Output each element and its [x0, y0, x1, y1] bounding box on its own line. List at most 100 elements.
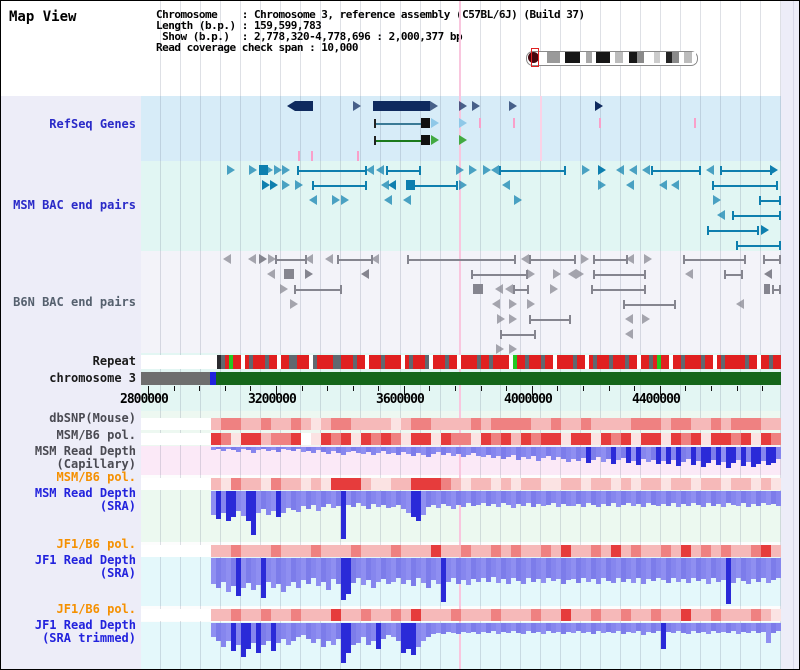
msm-bac-pair-line[interactable]	[732, 211, 781, 220]
b6n-bac-arrow[interactable]	[267, 269, 275, 279]
msm-bac-arrow[interactable]	[227, 165, 235, 175]
b6n-bac-pair-line[interactable]	[591, 285, 646, 294]
b6n-bac-arrow[interactable]	[497, 314, 505, 324]
msm-bac-pair-line[interactable]	[712, 181, 778, 190]
gene-box[interactable]	[373, 101, 430, 111]
gene-arrow[interactable]	[459, 101, 467, 111]
b6n-bac-arrow[interactable]	[223, 254, 231, 264]
msm-bac-pair-line[interactable]	[312, 181, 367, 190]
msm-bac-arrow[interactable]	[598, 165, 606, 175]
b6n-bac-arrow[interactable]	[509, 314, 517, 324]
gene-strand-arrow[interactable]	[431, 118, 439, 128]
msm-bac-arrow[interactable]	[309, 195, 317, 205]
msm-bac-arrow[interactable]	[598, 180, 606, 190]
b6n-bac-pair-line[interactable]	[500, 330, 536, 339]
gene-arrow[interactable]	[353, 101, 361, 111]
b6n-bac-pair-line[interactable]	[763, 255, 781, 264]
msm-bac-arrow[interactable]	[332, 195, 340, 205]
b6n-bac-arrow[interactable]	[361, 269, 369, 279]
b6n-bac-arrow[interactable]	[305, 254, 313, 264]
msm-bac-arrow[interactable]	[616, 165, 624, 175]
b6n-bac-arrow[interactable]	[509, 344, 517, 354]
b6n-bac-pair-line[interactable]	[513, 285, 529, 294]
gene-intron-line[interactable]	[374, 119, 421, 128]
gene-arrow[interactable]	[287, 101, 295, 111]
b6n-bac-arrow[interactable]	[268, 254, 276, 264]
b6n-bac-arrow[interactable]	[685, 269, 693, 279]
msm-bac-arrow[interactable]	[713, 195, 721, 205]
msm-bac-pair-line[interactable]	[707, 226, 759, 235]
msm-bac-pair-line[interactable]	[759, 196, 781, 205]
b6n-bac-arrow[interactable]	[568, 269, 576, 279]
msm-bac-arrow[interactable]	[659, 180, 667, 190]
b6n-bac-box[interactable]	[473, 284, 483, 294]
b6n-bac-pair-line[interactable]	[294, 285, 342, 294]
gene-strand-arrow[interactable]	[459, 135, 467, 145]
gene-strand-arrow[interactable]	[431, 135, 439, 145]
msm-bac-pair-line[interactable]	[386, 166, 421, 175]
b6n-bac-arrow[interactable]	[305, 269, 313, 279]
b6n-bac-arrow[interactable]	[581, 254, 589, 264]
msm-bac-arrow[interactable]	[491, 165, 499, 175]
b6n-bac-arrow[interactable]	[496, 344, 504, 354]
msm-bac-arrow[interactable]	[459, 180, 467, 190]
b6n-bac-arrow[interactable]	[521, 254, 529, 264]
gene-box[interactable]	[295, 101, 313, 111]
msm-bac-arrow[interactable]	[514, 195, 522, 205]
track-area-msm-bac[interactable]	[141, 161, 781, 251]
gene-cds-box[interactable]	[421, 118, 430, 128]
msm-bac-arrow[interactable]	[262, 180, 270, 190]
msm-bac-arrow[interactable]	[671, 180, 679, 190]
b6n-bac-arrow[interactable]	[509, 299, 517, 309]
msm-bac-arrow[interactable]	[341, 195, 349, 205]
msm-bac-arrow[interactable]	[761, 225, 769, 235]
b6n-bac-arrow[interactable]	[527, 299, 535, 309]
msm-bac-arrow[interactable]	[384, 195, 392, 205]
msm-bac-arrow[interactable]	[582, 165, 590, 175]
chromosome-bar-segment[interactable]	[216, 372, 781, 385]
b6n-bac-arrow[interactable]	[280, 284, 288, 294]
b6n-bac-box[interactable]	[284, 269, 294, 279]
msm-bac-pair-line[interactable]	[651, 166, 701, 175]
b6n-bac-arrow[interactable]	[505, 284, 513, 294]
msm-bac-arrow[interactable]	[626, 180, 634, 190]
msm-bac-arrow[interactable]	[381, 180, 389, 190]
msm-bac-arrow[interactable]	[270, 180, 278, 190]
gene-arrow[interactable]	[595, 101, 603, 111]
b6n-bac-arrow[interactable]	[371, 254, 379, 264]
msm-bac-pair-line[interactable]	[411, 181, 458, 190]
b6n-bac-pair-line[interactable]	[529, 255, 576, 264]
gene-intron-line[interactable]	[374, 136, 421, 145]
msm-bac-arrow[interactable]	[282, 165, 290, 175]
msm-bac-arrow[interactable]	[295, 180, 303, 190]
b6n-bac-pair-line[interactable]	[593, 255, 628, 264]
b6n-bac-pair-line[interactable]	[683, 255, 746, 264]
msm-bac-arrow[interactable]	[388, 180, 396, 190]
msm-bac-arrow[interactable]	[403, 195, 411, 205]
b6n-bac-arrow[interactable]	[553, 269, 561, 279]
b6n-bac-arrow[interactable]	[248, 254, 256, 264]
b6n-bac-pair-line[interactable]	[529, 315, 571, 324]
b6n-bac-box[interactable]	[764, 284, 770, 294]
b6n-bac-arrow[interactable]	[625, 329, 633, 339]
b6n-bac-arrow[interactable]	[626, 254, 634, 264]
b6n-bac-arrow[interactable]	[736, 299, 744, 309]
b6n-bac-arrow[interactable]	[325, 254, 333, 264]
msm-bac-arrow[interactable]	[770, 165, 778, 175]
msm-bac-pair-line[interactable]	[499, 166, 566, 175]
msm-bac-arrow[interactable]	[282, 180, 290, 190]
msm-bac-arrow[interactable]	[274, 165, 282, 175]
b6n-bac-arrow[interactable]	[259, 254, 267, 264]
msm-bac-arrow[interactable]	[456, 165, 464, 175]
chromosome-bar-segment[interactable]	[141, 372, 210, 385]
b6n-bac-pair-line[interactable]	[337, 255, 373, 264]
gene-arrow[interactable]	[509, 101, 517, 111]
b6n-bac-pair-line[interactable]	[593, 270, 646, 279]
b6n-bac-arrow[interactable]	[764, 269, 772, 279]
msm-bac-arrow[interactable]	[642, 165, 650, 175]
msm-bac-arrow[interactable]	[502, 180, 510, 190]
b6n-bac-pair-line[interactable]	[724, 270, 743, 279]
b6n-bac-arrow[interactable]	[492, 299, 500, 309]
b6n-bac-arrow[interactable]	[642, 314, 650, 324]
msm-bac-arrow[interactable]	[265, 165, 273, 175]
